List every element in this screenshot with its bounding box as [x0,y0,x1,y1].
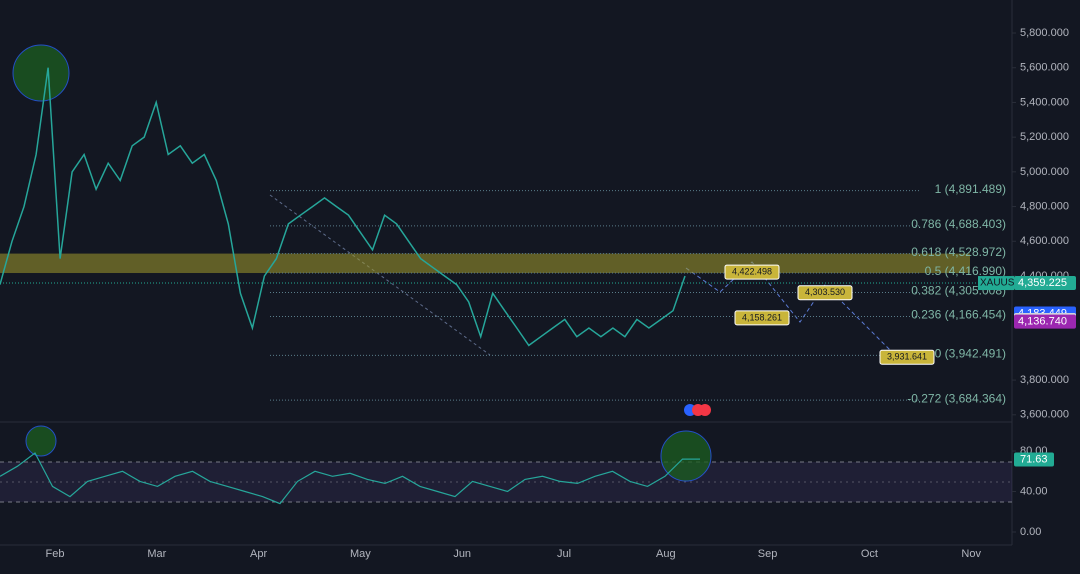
y-tick-label: 5,600.000 [1020,62,1069,74]
y-tick-label: 5,200.000 [1020,131,1069,143]
target-label: 3,931.641 [887,352,927,362]
supply-zone [0,253,970,274]
month-label: Oct [861,548,878,560]
month-label: May [350,548,371,560]
month-label: Aug [656,548,676,560]
symbol-tag-bg [978,276,1014,291]
month-label: Jun [453,548,471,560]
y-tick-label: 5,000.000 [1020,166,1069,178]
event-icon [684,404,711,416]
target-box [797,285,853,301]
month-label: Apr [250,548,267,560]
fib-label: -0.272 (3,684.364) [907,391,1006,405]
rsi-tag: 71.63 [1020,453,1048,465]
y-tick-label: 5,800.000 [1020,27,1069,39]
rsi-tick-label: 40.00 [1020,485,1048,497]
target-label: 4,303.530 [805,287,845,297]
month-label: Mar [147,548,166,560]
rsi-tick-label: 0.00 [1020,526,1041,538]
y-tick-label: 3,800.000 [1020,374,1069,386]
y-tick-label: 3,600.000 [1020,409,1069,421]
fib-label: 0.618 (4,528.972) [911,245,1006,259]
month-label: Jul [557,548,571,560]
price-tag: 4,359.225 [1018,277,1067,289]
y-tick-label: 4,800.000 [1020,200,1069,212]
target-label: 4,422.498 [732,266,772,276]
fib-label: 1 (4,891.489) [935,182,1006,196]
price-tag-bg [1014,276,1076,291]
y-tick-label: 5,400.000 [1020,96,1069,108]
fib-label: 0.236 (4,166.454) [911,308,1006,322]
fib-label: 0 (3,942.491) [935,347,1006,361]
fib-label: 0.786 (4,688.403) [911,217,1006,231]
rsi-line [0,452,700,505]
price-tag-bg [1014,314,1076,329]
price-tag: 4,136.740 [1018,316,1067,328]
y-tick-label: 4,600.000 [1020,235,1069,247]
target-box [724,264,780,280]
highlight-circle [12,44,70,102]
price-line [0,67,686,347]
target-box [734,310,790,326]
month-label: Feb [46,548,65,560]
target-box [879,349,935,365]
month-label: Sep [758,548,778,560]
symbol-tag: XAUUSD [980,278,1022,289]
rsi-tag-bg [1014,452,1054,467]
month-label: Nov [961,548,981,560]
highlight-circle [25,425,57,457]
fib-label: 0.5 (4,416.990) [925,264,1006,278]
target-label: 4,158.261 [742,312,782,322]
